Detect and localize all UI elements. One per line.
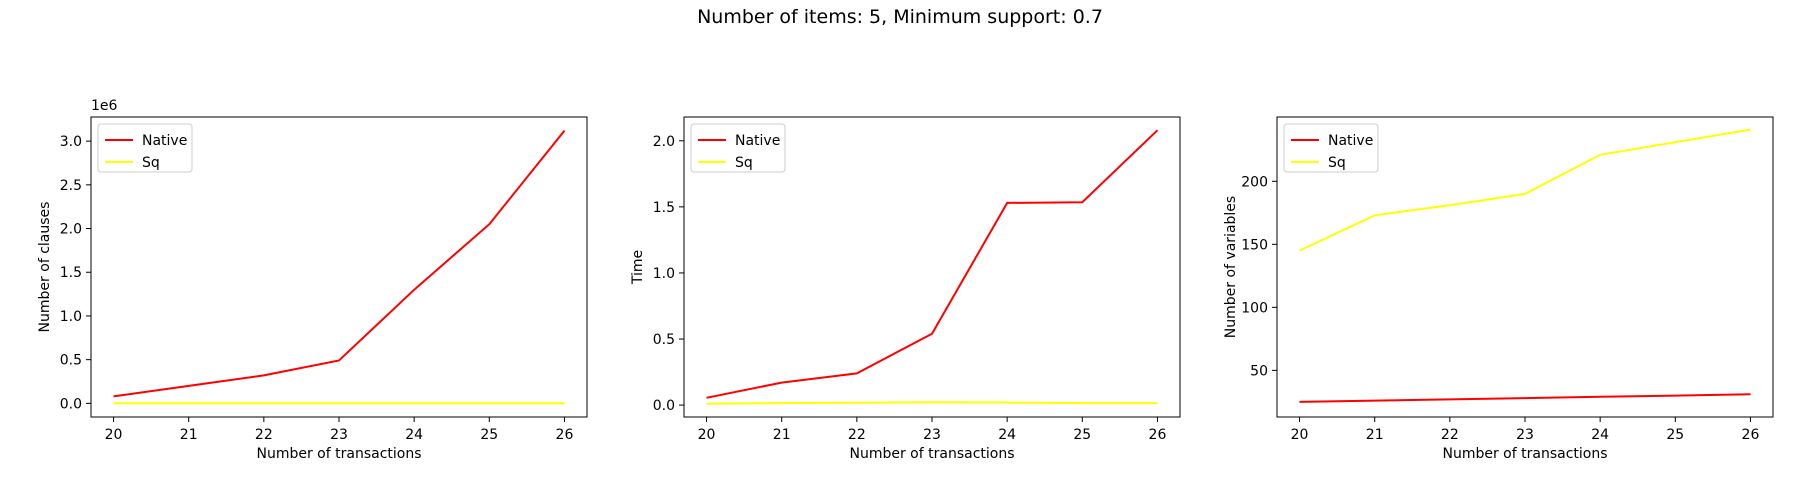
- legend: Native Sq: [97, 123, 193, 173]
- x-tick-label: 22: [1441, 427, 1459, 443]
- series-line-native: [113, 129, 566, 398]
- x-axis-label: Number of transactions: [1442, 446, 1607, 462]
- legend-label-sq: Sq: [1328, 155, 1346, 171]
- y-tick-label: 0.5: [653, 332, 675, 348]
- y-tick-label: 50: [1250, 363, 1268, 379]
- legend-label-native: Native: [1328, 133, 1373, 149]
- x-tick-label: 22: [848, 427, 866, 443]
- x-tick-label: 26: [1149, 427, 1167, 443]
- y-tick-label: 0.0: [653, 398, 675, 414]
- x-tick-label: 24: [998, 427, 1016, 443]
- x-tick-label: 21: [773, 427, 791, 443]
- x-tick-label: 26: [1742, 427, 1760, 443]
- x-tick-label: 23: [330, 427, 348, 443]
- y-tick-label: 2.0: [60, 222, 82, 238]
- y-tick-label: 0.5: [60, 353, 82, 369]
- y-axis-label: Time: [630, 250, 646, 285]
- y-axis-label: Number of clauses: [37, 202, 53, 333]
- subplot-time: 20 21 22 23 24 25 26 0.0 0.5 1.0 1.5 2.0 Number of t…: [630, 116, 1181, 462]
- series-line-native: [706, 129, 1159, 399]
- x-tick-label: 20: [698, 427, 716, 443]
- series-line-sq: [1299, 128, 1751, 252]
- y-tick-label: 150: [1241, 237, 1268, 253]
- x-tick-label: 22: [255, 427, 273, 443]
- x-tick-label: 23: [1516, 427, 1534, 443]
- x-tick-label: 23: [923, 427, 941, 443]
- subplot-variables: 20 21 22 23 24 25 26 50 100 150 200 Number of trans…: [1223, 116, 1774, 462]
- x-tick-label: 20: [105, 427, 123, 443]
- y-tick-label: 0.0: [60, 396, 82, 412]
- legend-box: [97, 123, 193, 173]
- x-axis-label: Number of transactions: [256, 446, 421, 462]
- y-tick-label: 100: [1241, 300, 1268, 316]
- y-tick-label: 1.5: [60, 265, 82, 281]
- x-tick-label: 25: [480, 427, 498, 443]
- y-tick-label: 2.0: [653, 134, 675, 150]
- legend-box: [1283, 123, 1379, 173]
- y-tick-label: 200: [1241, 174, 1268, 190]
- legend-label-sq: Sq: [735, 155, 753, 171]
- legend: Native Sq: [690, 123, 786, 173]
- legend-box: [690, 123, 786, 173]
- y-tick-label: 1.5: [653, 200, 675, 216]
- x-tick-label: 26: [556, 427, 574, 443]
- subplot-clauses: 20 21 22 23 24 25 26 0.0 0.5 1.0 1.5 2.0 2.5 3.0 1e6 Nu…: [37, 98, 588, 462]
- x-tick-label: 24: [405, 427, 423, 443]
- legend-label-sq: Sq: [142, 155, 160, 171]
- x-axis-label: Number of transactions: [849, 446, 1014, 462]
- x-tick-label: 20: [1291, 427, 1309, 443]
- x-tick-label: 24: [1591, 427, 1609, 443]
- y-tick-label: 1.0: [60, 309, 82, 325]
- series-line-native: [1299, 393, 1751, 403]
- y-tick-label: 2.5: [60, 178, 82, 194]
- x-tick-label: 21: [1366, 427, 1384, 443]
- y-axis-label: Number of variables: [1223, 196, 1239, 338]
- x-tick-label: 21: [180, 427, 198, 443]
- series-line-sq: [706, 401, 1158, 405]
- y-tick-label: 3.0: [60, 134, 82, 150]
- y-tick-label: 1.0: [653, 266, 675, 282]
- figure-title: Number of items: 5, Minimum support: 0.7: [697, 6, 1103, 28]
- legend-label-native: Native: [142, 133, 187, 149]
- x-tick-label: 25: [1666, 427, 1684, 443]
- y-offset-label: 1e6: [91, 98, 118, 114]
- legend-label-native: Native: [735, 133, 780, 149]
- legend: Native Sq: [1283, 123, 1379, 173]
- x-tick-label: 25: [1073, 427, 1091, 443]
